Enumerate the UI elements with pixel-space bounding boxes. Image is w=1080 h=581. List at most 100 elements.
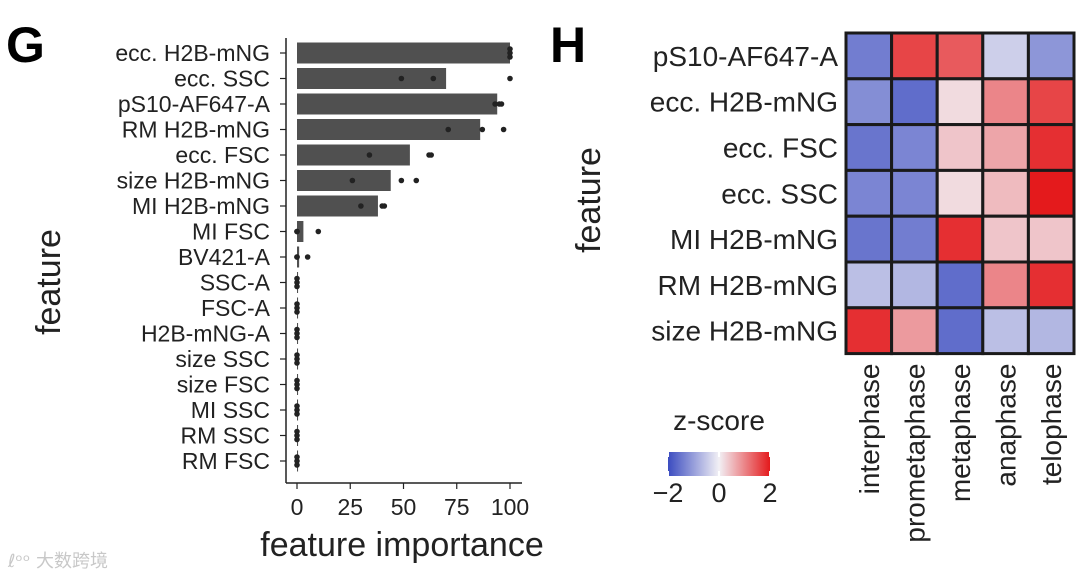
data-point [294, 330, 300, 337]
legend-title: z-score [673, 405, 765, 436]
data-point [294, 411, 300, 417]
data-point [294, 436, 300, 443]
x-tick-label: 50 [391, 494, 417, 520]
data-point [500, 126, 507, 133]
heatmap-cell [844, 260, 894, 310]
data-point [294, 454, 300, 460]
heatmap-cell [981, 214, 1030, 264]
data-point [349, 177, 356, 184]
data-point [294, 458, 300, 464]
data-point [445, 126, 452, 133]
column-label: anaphase [991, 364, 1022, 487]
heatmap-cell [890, 123, 939, 172]
data-point [294, 254, 300, 260]
data-point [381, 203, 388, 209]
y-tick-label: SSC-A [200, 270, 271, 296]
data-point [294, 381, 300, 388]
y-tick-label: MI H2B-mNG [132, 193, 270, 219]
data-point [294, 301, 300, 307]
bar [297, 195, 378, 217]
heatmap-cell [935, 31, 985, 81]
data-point [294, 432, 300, 439]
data-point [492, 101, 498, 107]
heatmap-cell [844, 306, 894, 356]
y-tick-label: RM H2B-mNG [122, 117, 270, 143]
bar [297, 119, 481, 140]
y-tick-label: ecc. H2B-mNG [115, 40, 270, 66]
heatmap-cell [890, 31, 939, 81]
data-point [315, 228, 322, 235]
y-tick-label: size H2B-mNG [117, 168, 270, 194]
data-point [366, 152, 373, 158]
heatmap-cell [1026, 123, 1076, 172]
data-point [294, 403, 300, 409]
data-point [294, 385, 300, 392]
y-tick-label: ecc. FSC [175, 142, 270, 168]
heatmap-cell [981, 306, 1030, 356]
y-tick-label: BV421-A [178, 244, 271, 270]
heatmap-cell [935, 214, 985, 264]
data-point [294, 356, 300, 362]
data-point [294, 228, 300, 235]
x-tick-label: 75 [444, 494, 470, 520]
row-label: MI H2B-mNG [670, 224, 838, 255]
heatmap-cell [981, 77, 1030, 127]
heatmap-cell [890, 260, 939, 310]
data-point [507, 54, 513, 60]
row-label: ecc. FSC [723, 133, 838, 164]
y-tick-label: RM SSC [181, 423, 270, 449]
y-tick-label: FSC-A [201, 295, 271, 321]
x-tick-label: 25 [337, 494, 363, 520]
x-axis-title: feature importance [260, 526, 544, 564]
bar [297, 144, 410, 166]
x-tick-label: 100 [491, 494, 529, 520]
y-tick-label: H2B-mNG-A [141, 321, 271, 347]
data-point [294, 462, 300, 468]
bar [297, 170, 391, 191]
y-tick-label: MI FSC [192, 219, 270, 245]
data-point [294, 407, 300, 413]
heatmap-cell [935, 168, 985, 218]
heatmap-cell [1026, 306, 1076, 356]
row-label: ecc. SSC [721, 178, 838, 209]
row-label: size H2B-mNG [651, 316, 838, 347]
data-point [398, 177, 405, 184]
x-tick-label: 0 [291, 494, 304, 520]
data-point [294, 279, 300, 286]
heatmap-cell [844, 214, 894, 264]
data-point [294, 309, 300, 315]
heatmap-cell [844, 77, 894, 127]
heatmap-cell [1026, 214, 1076, 264]
y-tick-label: pS10-AF647-A [118, 91, 271, 117]
bar [297, 42, 510, 64]
watermark-text: ℓᵒᵒ 大数跨境 [8, 551, 109, 572]
heatmap-cell [981, 260, 1030, 310]
row-label: RM H2B-mNG [658, 270, 838, 301]
heatmap-cell [935, 306, 985, 356]
zscore-heatmap: pS10-AF647-A ecc. H2B-mNG ecc. FSC ecc. SSC… [570, 31, 1076, 543]
column-label: prometaphase [899, 364, 930, 543]
y-tick-label: ecc. SSC [174, 66, 270, 92]
heatmap-cell [981, 31, 1030, 81]
heatmap-cell [844, 123, 894, 172]
bar [297, 221, 304, 242]
y-tick-label: MI SSC [191, 397, 270, 423]
data-point [428, 152, 434, 158]
y-axis-title: feature [30, 229, 68, 335]
data-point [507, 75, 513, 82]
data-point [294, 305, 300, 311]
heatmap-cell [935, 260, 985, 310]
data-point [507, 50, 513, 56]
y-tick-label: size SSC [175, 346, 270, 372]
heatmap-cell [890, 168, 939, 218]
legend-tick-label: −2 [653, 478, 684, 508]
heatmap-cell [1026, 31, 1076, 81]
row-label: ecc. H2B-mNG [650, 87, 838, 118]
data-point [294, 352, 300, 358]
heatmap-cell [844, 168, 894, 218]
heatmap-cell [1026, 260, 1076, 310]
heatmap-cell [1026, 168, 1076, 218]
data-point [507, 46, 513, 52]
